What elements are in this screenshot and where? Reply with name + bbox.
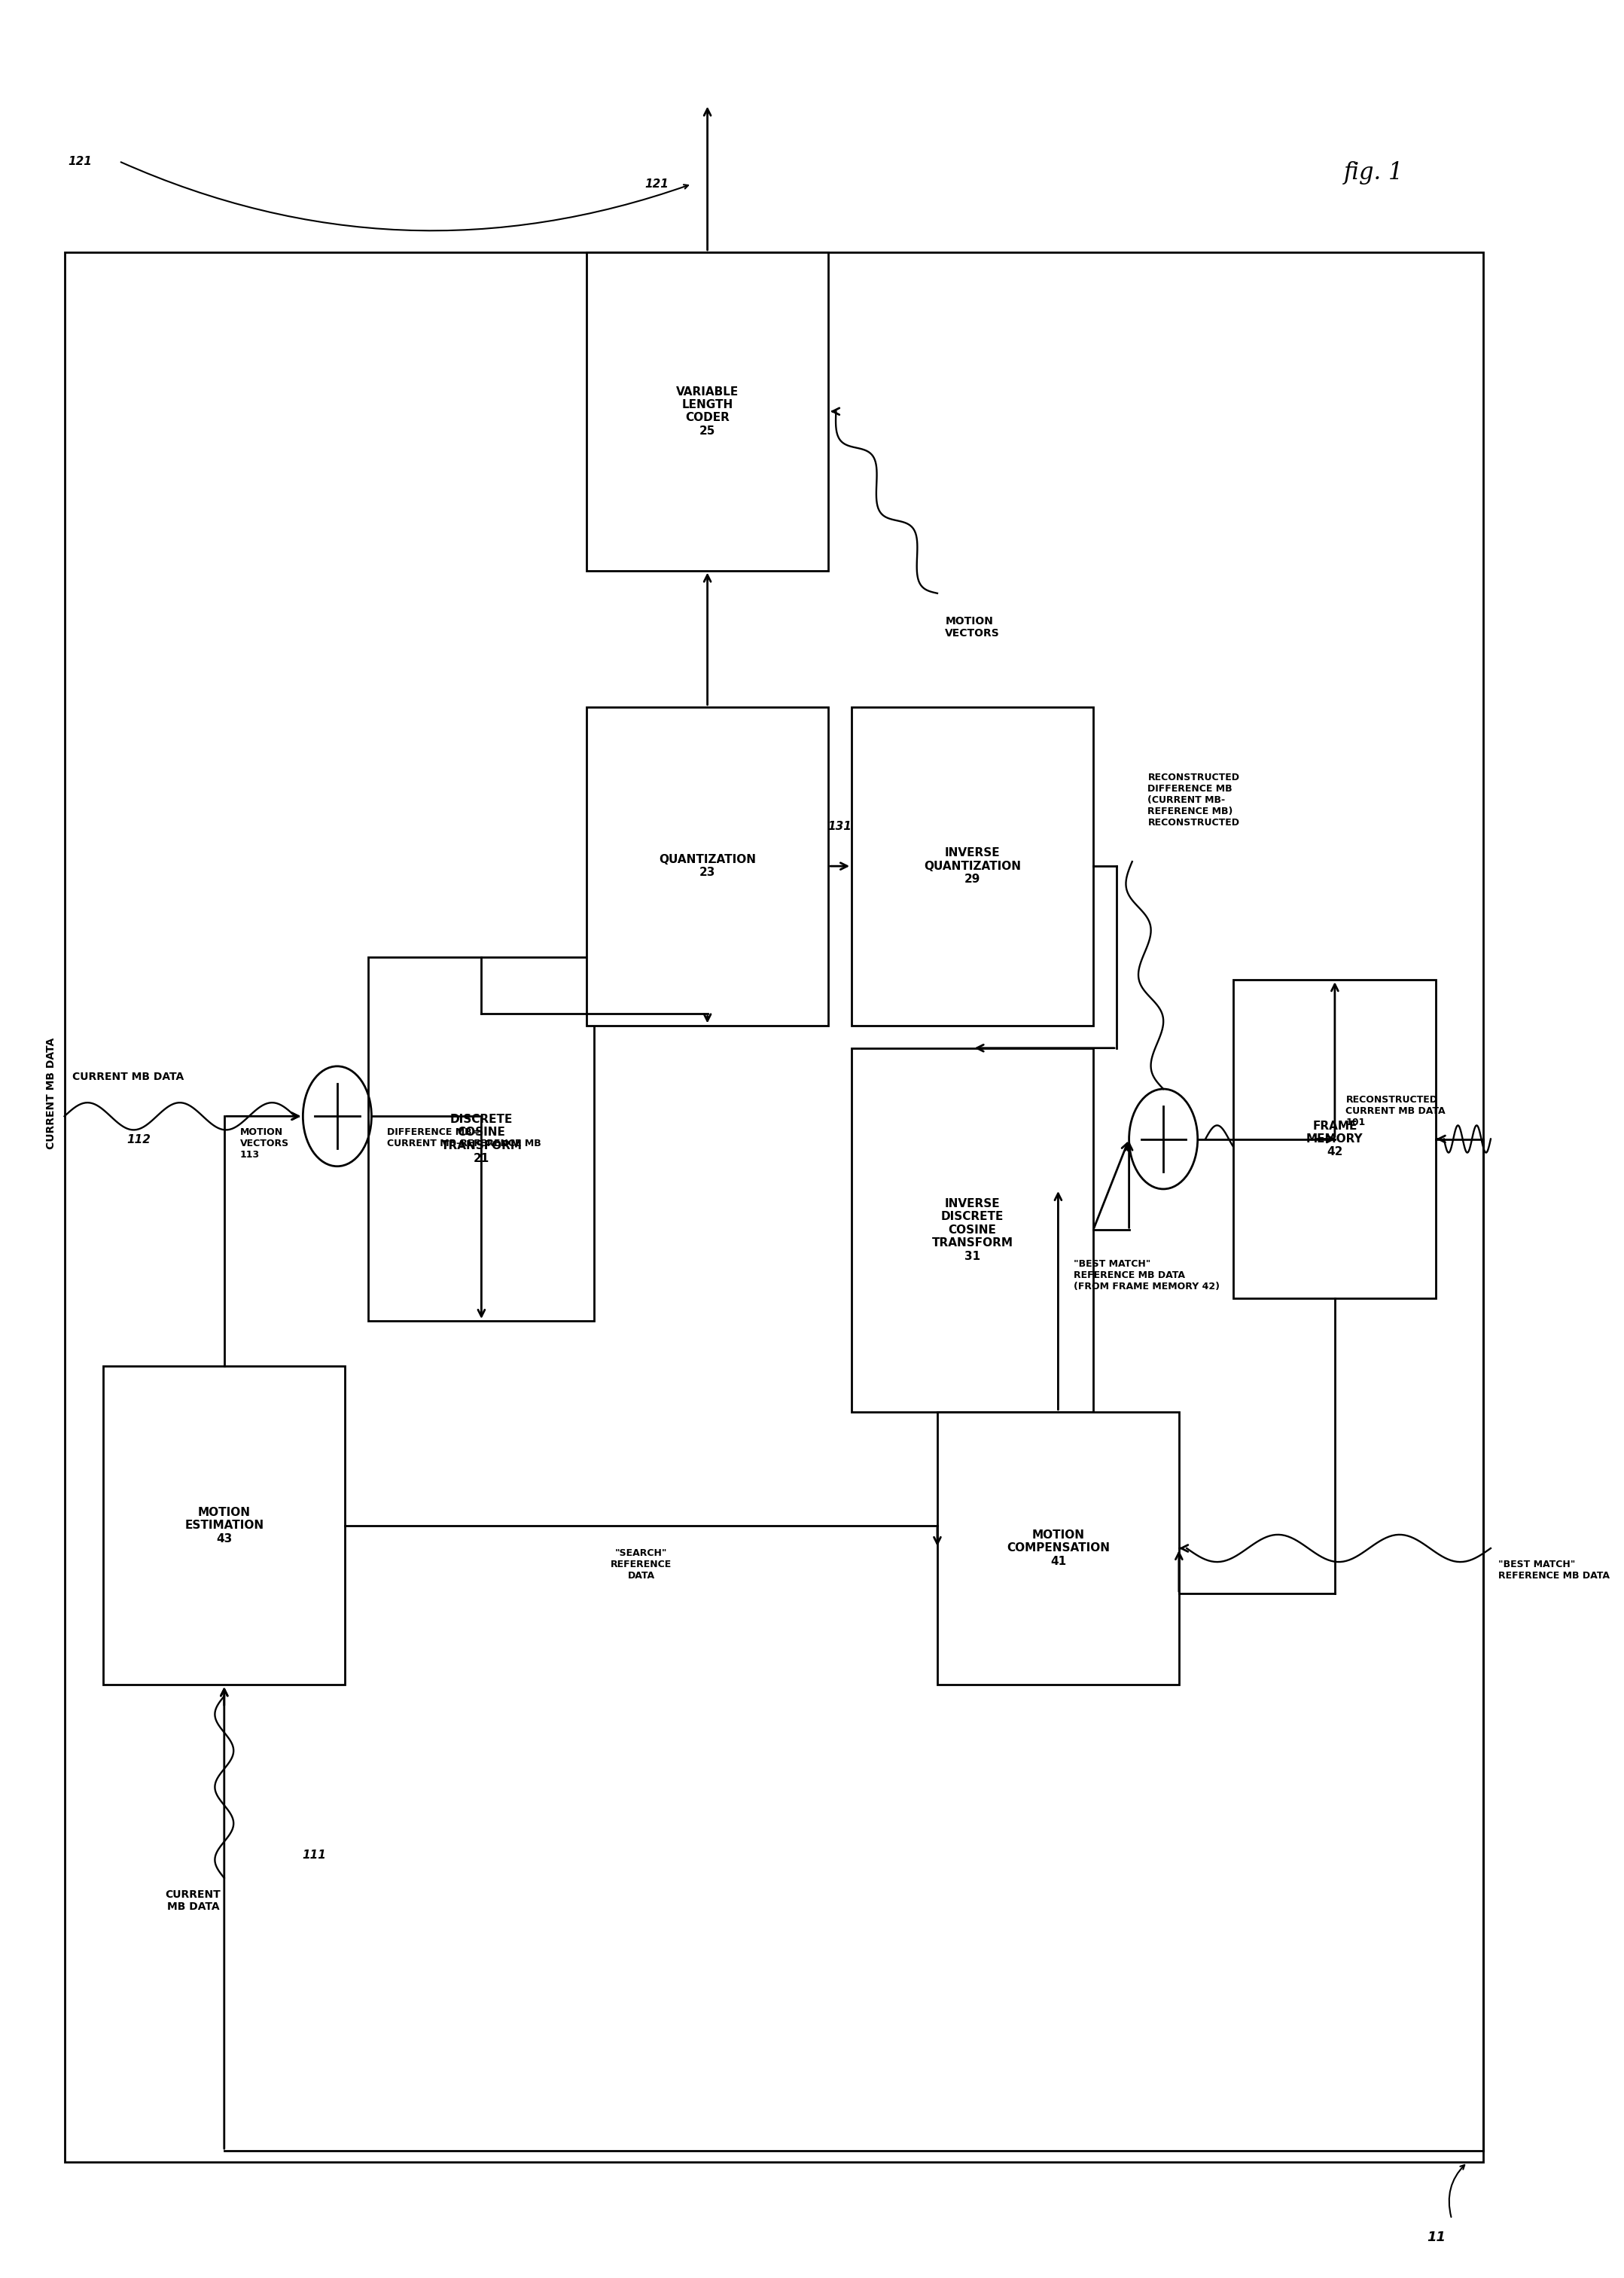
Text: 112: 112 xyxy=(127,1134,151,1146)
Text: 121: 121 xyxy=(645,178,669,189)
FancyBboxPatch shape xyxy=(937,1412,1179,1686)
FancyBboxPatch shape xyxy=(369,957,594,1321)
Text: RECONSTRUCTED
CURRENT MB DATA
101: RECONSTRUCTED CURRENT MB DATA 101 xyxy=(1346,1096,1445,1128)
Text: RECONSTRUCTED
DIFFERENCE MB
(CURRENT MB-
REFERENCE MB)
RECONSTRUCTED: RECONSTRUCTED DIFFERENCE MB (CURRENT MB-… xyxy=(1148,772,1239,827)
Text: 121: 121 xyxy=(68,155,93,166)
Text: "SEARCH"
REFERENCE
DATA: "SEARCH" REFERENCE DATA xyxy=(611,1549,672,1581)
FancyBboxPatch shape xyxy=(104,1367,344,1686)
Text: VARIABLE
LENGTH
CODER
25: VARIABLE LENGTH CODER 25 xyxy=(676,385,739,437)
Text: 131: 131 xyxy=(828,820,853,831)
Text: CURRENT MB DATA: CURRENT MB DATA xyxy=(71,1071,184,1082)
Text: fig. 1: fig. 1 xyxy=(1345,162,1403,185)
Text: DIFFERENCE MB=
CURRENT MB-REFERENCE MB: DIFFERENCE MB= CURRENT MB-REFERENCE MB xyxy=(387,1128,541,1148)
Text: MOTION
VECTORS
113: MOTION VECTORS 113 xyxy=(240,1128,289,1160)
Text: 11: 11 xyxy=(1427,2230,1445,2244)
Text: INVERSE
QUANTIZATION
29: INVERSE QUANTIZATION 29 xyxy=(924,847,1021,884)
Text: MOTION
ESTIMATION
43: MOTION ESTIMATION 43 xyxy=(185,1506,263,1544)
Text: QUANTIZATION
23: QUANTIZATION 23 xyxy=(659,854,757,879)
Text: DISCRETE
COSINE
TRANSFORM
21: DISCRETE COSINE TRANSFORM 21 xyxy=(440,1114,521,1164)
Text: CURRENT MB DATA: CURRENT MB DATA xyxy=(45,1039,57,1150)
Text: MOTION
COMPENSATION
41: MOTION COMPENSATION 41 xyxy=(1007,1529,1109,1567)
FancyBboxPatch shape xyxy=(1234,980,1436,1298)
Text: INVERSE
DISCRETE
COSINE
TRANSFORM
31: INVERSE DISCRETE COSINE TRANSFORM 31 xyxy=(932,1198,1013,1262)
Text: 111: 111 xyxy=(302,1850,326,1861)
Text: "BEST MATCH"
REFERENCE MB DATA: "BEST MATCH" REFERENCE MB DATA xyxy=(1499,1560,1609,1581)
FancyBboxPatch shape xyxy=(851,1048,1093,1412)
Text: "BEST MATCH"
REFERENCE MB DATA
(FROM FRAME MEMORY 42): "BEST MATCH" REFERENCE MB DATA (FROM FRA… xyxy=(1073,1260,1220,1292)
Text: FRAME
MEMORY
42: FRAME MEMORY 42 xyxy=(1306,1121,1363,1157)
FancyBboxPatch shape xyxy=(851,706,1093,1025)
Text: MOTION
VECTORS: MOTION VECTORS xyxy=(945,615,1000,638)
Text: CURRENT
MB DATA: CURRENT MB DATA xyxy=(166,1888,221,1911)
FancyBboxPatch shape xyxy=(586,706,828,1025)
FancyBboxPatch shape xyxy=(586,253,828,570)
